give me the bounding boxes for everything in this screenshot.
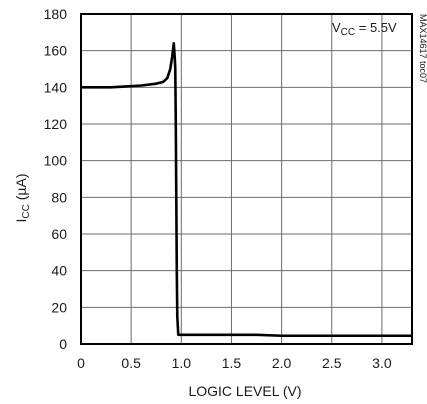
x-tick-label: 3.0 bbox=[372, 355, 392, 371]
y-tick-label: 160 bbox=[44, 43, 68, 59]
y-tick-label: 20 bbox=[51, 299, 67, 315]
y-tick-label: 60 bbox=[51, 226, 67, 242]
y-axis-title-sub: CC bbox=[21, 204, 32, 218]
y-axis-title: ICC (µA) bbox=[13, 174, 32, 223]
y-tick-label: 40 bbox=[51, 263, 67, 279]
x-tick-label: 1.5 bbox=[222, 355, 242, 371]
y-tick-label: 120 bbox=[44, 116, 68, 132]
series-line bbox=[81, 42, 412, 338]
vcc-annotation: VCC = 5.5V bbox=[332, 20, 397, 38]
x-tick-label: 0 bbox=[77, 355, 85, 371]
y-tick-labels: 0 20 40 60 80 100 120 140 160 180 bbox=[44, 6, 68, 352]
y-tick-label: 180 bbox=[44, 6, 68, 22]
y-tick-label: 0 bbox=[59, 336, 67, 352]
x-tick-label: 1.0 bbox=[172, 355, 192, 371]
vcc-annotation-rest: = 5.5V bbox=[355, 20, 397, 35]
y-tick-label: 100 bbox=[44, 153, 68, 169]
x-tick-label: 0.5 bbox=[121, 355, 141, 371]
y-tick-label: 140 bbox=[44, 79, 68, 95]
grid bbox=[81, 14, 412, 344]
vcc-annotation-sub: CC bbox=[341, 27, 355, 38]
x-tick-labels: 0 0.5 1.0 1.5 2.0 2.5 3.0 bbox=[77, 355, 392, 371]
part-code: MAX14617 toc07 bbox=[418, 14, 427, 83]
vcc-annotation-main: V bbox=[332, 20, 341, 35]
y-tick-label: 80 bbox=[51, 189, 67, 205]
y-axis-title-unit: (µA) bbox=[13, 174, 29, 205]
x-tick-label: 2.5 bbox=[322, 355, 342, 371]
x-axis-title: LOGIC LEVEL (V) bbox=[188, 383, 301, 399]
x-tick-label: 2.0 bbox=[272, 355, 292, 371]
y-axis-title-main: I bbox=[13, 219, 29, 223]
plot-frame bbox=[80, 13, 413, 345]
